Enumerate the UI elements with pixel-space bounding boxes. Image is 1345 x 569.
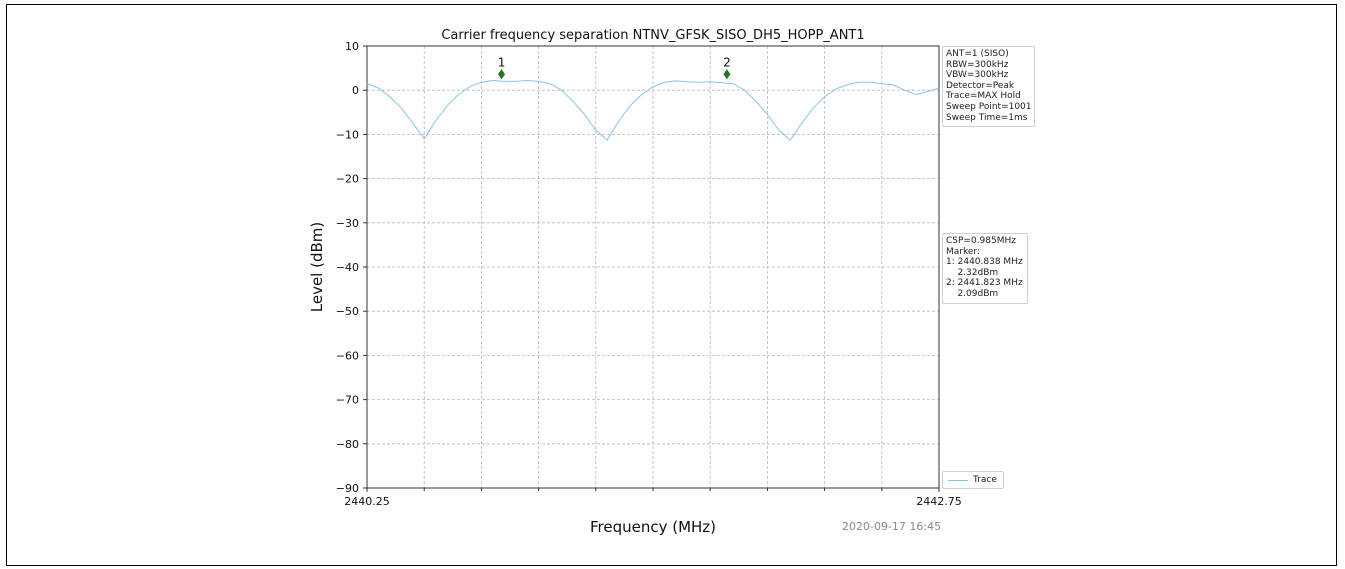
result-line: 2.09dBm <box>946 288 999 299</box>
legend-trace-label: Trace <box>973 475 997 485</box>
settings-line: Sweep Point=1001 <box>946 101 1032 112</box>
y-tick-label: −40 <box>336 261 359 274</box>
grid <box>367 46 939 488</box>
measurement-result-box: CSP=0.985MHz Marker: 1: 2440.838 MHz 2.32d… <box>942 233 1028 304</box>
settings-line: RBW=300kHz <box>946 59 1009 70</box>
result-line: Marker: <box>946 246 980 257</box>
legend-trace-swatch <box>948 480 968 481</box>
x-axis-label: Frequency (MHz) <box>590 518 716 536</box>
y-axis-label: Level (dBm) <box>308 222 326 313</box>
settings-line: Sweep Time=1ms <box>946 112 1028 123</box>
x-tick-label: 2440.25 <box>344 495 390 508</box>
settings-line: VBW=300kHz <box>946 70 1009 81</box>
legend: Trace <box>942 471 1004 489</box>
x-tick-label: 2442.75 <box>916 495 962 508</box>
figure-frame <box>6 4 1337 566</box>
marker-2-diamond <box>723 69 731 80</box>
y-tick-label: −60 <box>336 349 359 362</box>
result-line: CSP=0.985MHz <box>946 236 1016 246</box>
y-tick-label: −80 <box>336 438 359 451</box>
y-tick-label: 0 <box>352 84 359 97</box>
y-tick-label: −20 <box>336 173 359 186</box>
y-tick-label: −90 <box>336 482 359 495</box>
x-axis-ticks: 2440.25 2442.75 <box>344 488 962 508</box>
settings-line: ANT=1 (SISO) <box>946 49 1009 59</box>
settings-line: Detector=Peak <box>946 80 1015 91</box>
chart-title: Carrier frequency separation NTNV_GFSK_S… <box>441 28 864 43</box>
y-axis-ticks: 10 0 −10 −20 −30 −40 −50 −60 −70 −80 −90 <box>336 40 367 495</box>
marker-1-diamond <box>498 69 506 80</box>
y-tick-label: −50 <box>336 305 359 318</box>
result-line: 2: 2441.823 MHz <box>946 278 1023 289</box>
settings-line: Trace=MAX Hold <box>946 91 1021 102</box>
trace-series-line <box>366 79 940 141</box>
y-tick-label: 10 <box>345 40 359 53</box>
measurement-settings-box: ANT=1 (SISO) RBW=300kHz VBW=300kHz Detector… <box>942 46 1035 128</box>
marker-2-label: 2 <box>723 55 731 69</box>
y-tick-label: −70 <box>336 394 359 407</box>
timestamp: 2020-09-17 16:45 <box>842 520 942 533</box>
y-tick-label: −10 <box>336 128 359 141</box>
y-tick-label: −30 <box>336 217 359 230</box>
result-line: 1: 2440.838 MHz <box>946 257 1023 268</box>
marker-1-label: 1 <box>498 55 506 69</box>
result-line: 2.32dBm <box>946 267 999 278</box>
